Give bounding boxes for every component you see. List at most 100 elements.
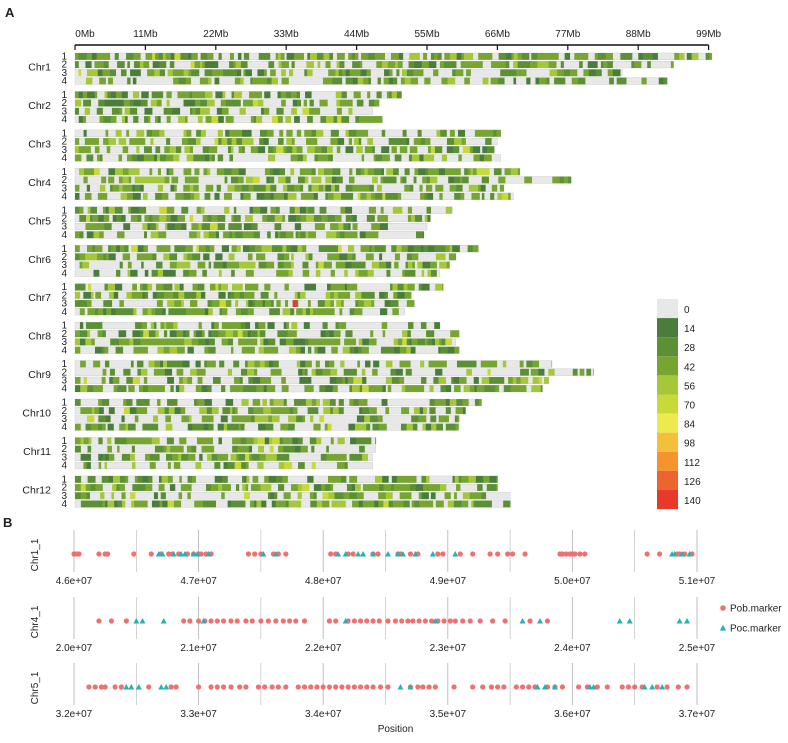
heat-bin	[349, 492, 358, 500]
heat-bin	[361, 368, 366, 376]
heat-bin	[395, 61, 399, 68]
pob-marker-point	[625, 684, 632, 690]
heat-bin	[133, 53, 141, 60]
heat-bin	[214, 475, 223, 483]
heat-bin	[127, 192, 131, 200]
heat-bin	[178, 492, 183, 500]
heat-bin	[517, 53, 523, 60]
heat-bin	[603, 61, 608, 68]
heat-bin	[172, 453, 179, 461]
heat-bin	[374, 475, 383, 483]
heat-bin	[333, 291, 339, 299]
heat-bin	[325, 291, 331, 299]
heat-bin	[396, 69, 400, 77]
heat-bin	[321, 308, 328, 316]
heat-bin	[80, 407, 88, 415]
heat-bin	[357, 77, 364, 85]
heat-bin	[430, 415, 437, 423]
heat-bin	[187, 423, 193, 431]
heat-bin	[188, 453, 196, 461]
heat-bin	[233, 206, 237, 214]
heat-bin	[125, 423, 129, 431]
heat-bin	[232, 407, 236, 415]
heat-bin	[315, 368, 323, 376]
heat-bin	[403, 475, 411, 483]
x-tick-label: 88Mb	[626, 29, 651, 40]
heat-bin	[274, 215, 283, 222]
heat-bin	[306, 138, 313, 145]
heat-bin	[454, 385, 461, 392]
x-tick-label: 3.2e+07	[56, 709, 93, 720]
heat-bin	[424, 138, 431, 145]
heat-bin	[318, 245, 327, 253]
heat-bin	[275, 500, 280, 508]
pob-marker-point	[559, 551, 566, 557]
heat-bin	[234, 91, 242, 99]
heat-bin	[408, 322, 414, 329]
heat-bin	[385, 192, 393, 200]
heat-bin	[308, 385, 314, 392]
heat-bin	[104, 283, 109, 291]
heat-bin	[372, 146, 375, 154]
heat-bin	[75, 338, 81, 346]
heat-bin	[115, 129, 122, 137]
heat-bin	[140, 138, 146, 145]
heat-bin	[505, 61, 510, 68]
pob-marker-point	[467, 618, 473, 624]
heat-bin	[243, 223, 248, 230]
heat-bin	[271, 500, 277, 508]
heat-bin	[141, 322, 147, 329]
pob-marker-point	[364, 684, 370, 690]
heat-bin	[179, 475, 182, 483]
heat-bin	[388, 138, 395, 145]
heat-bin	[269, 308, 277, 316]
heat-bin	[321, 300, 326, 307]
heat-bin	[117, 385, 123, 392]
heat-bin	[142, 253, 151, 261]
heat-bin	[359, 407, 363, 415]
heat-bin	[232, 283, 240, 291]
heat-bin	[332, 407, 340, 415]
heat-bin	[292, 146, 297, 154]
heat-bin	[383, 500, 389, 508]
panel-a-label: A	[5, 5, 15, 20]
heat-bin	[119, 184, 123, 192]
heat-bin	[197, 500, 204, 508]
heat-bin	[250, 146, 259, 154]
heat-bin	[192, 253, 201, 261]
heat-bin	[108, 300, 113, 307]
heat-bin	[326, 453, 332, 461]
pob-marker-point	[375, 551, 381, 557]
heat-bin	[251, 245, 256, 253]
heat-bin	[238, 423, 241, 431]
heat-bin	[252, 77, 261, 85]
heat-bin	[352, 253, 356, 261]
heat-bin	[342, 377, 346, 384]
heat-bin	[489, 475, 497, 483]
heat-bin	[227, 146, 232, 154]
heat-bin	[367, 269, 374, 277]
heat-bin	[205, 484, 212, 491]
heat-bin	[427, 269, 432, 277]
heat-bin	[150, 223, 154, 230]
heat-bin	[401, 385, 406, 392]
poc-marker-point	[676, 618, 683, 624]
heat-bin	[393, 168, 399, 176]
heat-bin	[439, 360, 444, 368]
heat-bin	[169, 261, 175, 269]
pob-marker-point	[283, 684, 289, 690]
heat-bin	[83, 462, 87, 469]
heat-bin	[474, 399, 480, 406]
heat-bin	[342, 322, 347, 329]
heat-bin	[227, 138, 232, 145]
heat-bin	[244, 492, 250, 500]
heat-bin	[221, 283, 228, 291]
heat-bin	[260, 377, 267, 384]
poc-marker-point	[551, 684, 558, 690]
heat-bin	[133, 338, 141, 346]
track-label: 1	[61, 359, 67, 370]
heat-bin	[491, 61, 499, 68]
heat-bin	[336, 453, 344, 461]
heat-bin	[153, 415, 159, 423]
heat-bin	[331, 346, 338, 354]
